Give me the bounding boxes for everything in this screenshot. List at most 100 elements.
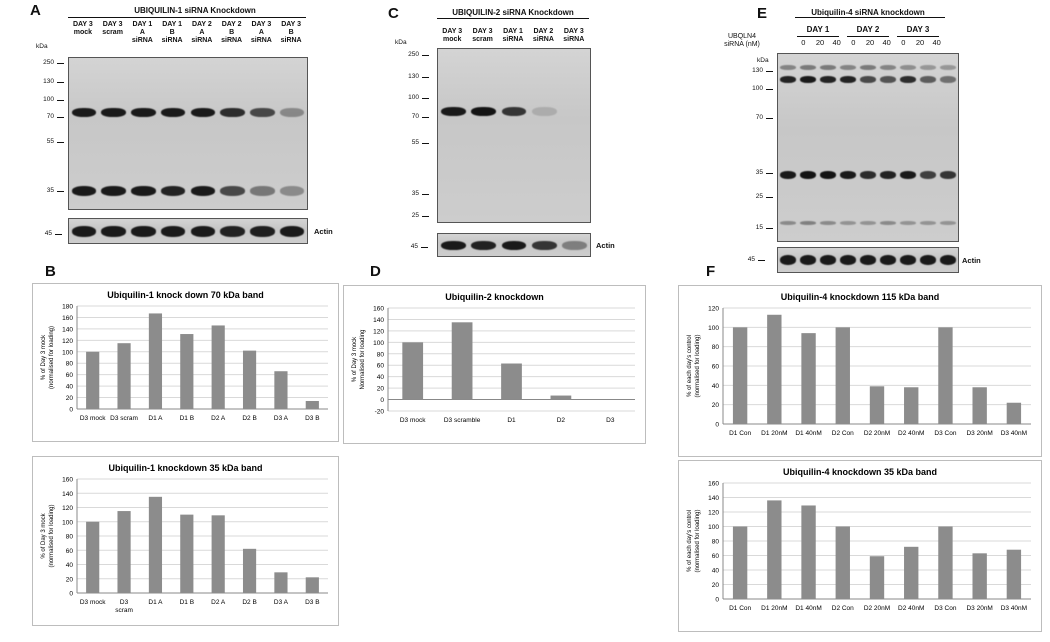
bar bbox=[274, 572, 288, 593]
marker-tick bbox=[422, 117, 429, 118]
lane-label-line: siRNA bbox=[280, 37, 302, 44]
y-tick-label: 140 bbox=[62, 326, 73, 333]
marker-tick bbox=[57, 63, 64, 64]
band bbox=[160, 186, 186, 196]
marker-tick bbox=[422, 77, 429, 78]
band bbox=[859, 76, 877, 83]
marker-tick bbox=[766, 71, 773, 72]
dose-label: 0 bbox=[901, 38, 906, 47]
band bbox=[839, 171, 857, 179]
day-label: DAY 2 bbox=[856, 25, 880, 34]
sirna-label: UBQLN4 siRNA (nM) bbox=[722, 33, 762, 49]
y-tick-label: 180 bbox=[62, 304, 73, 311]
x-tick-label: D1 B bbox=[180, 415, 194, 422]
lane-label-line: siRNA bbox=[502, 36, 524, 43]
x-tick-label: D1 20nM bbox=[761, 605, 787, 612]
bar bbox=[1006, 549, 1022, 599]
y-tick-label: 60 bbox=[377, 363, 385, 370]
marker-label: 70 bbox=[411, 113, 419, 120]
chart-title: Ubiquilin-2 knockdown bbox=[445, 292, 544, 302]
lane-label-line: A bbox=[199, 29, 205, 36]
lane-label-line: mock bbox=[443, 36, 462, 43]
x-tick-label: D3 mock bbox=[400, 417, 426, 424]
marker-tick bbox=[422, 143, 429, 144]
lane-label-line: DAY 2 bbox=[221, 21, 242, 28]
lane-label-line: DAY 3 bbox=[251, 21, 272, 28]
bar bbox=[972, 553, 987, 599]
y-tick-label: 20 bbox=[66, 395, 74, 402]
band bbox=[160, 226, 186, 237]
actin-marker: 45 bbox=[44, 230, 52, 237]
x-tick-label: D2 40nM bbox=[898, 605, 924, 612]
x-tick-label: D3 20nM bbox=[966, 430, 992, 437]
marker-label: 25 bbox=[411, 212, 419, 219]
y-tick-label: 60 bbox=[66, 548, 74, 555]
band bbox=[919, 76, 937, 83]
marker-tick bbox=[55, 234, 62, 235]
y-tick-label: 80 bbox=[712, 344, 720, 351]
actin-label: Actin bbox=[596, 241, 615, 250]
band bbox=[799, 221, 817, 225]
chart-d-ubiquilin2: Ubiquilin-2 knockdown -20 0 20 40 60 80 100 120 1… bbox=[343, 285, 646, 444]
lane-label-line: DAY 1 bbox=[132, 21, 153, 28]
kda-label: kDa bbox=[36, 43, 48, 50]
lane-label-line: DAY 1 bbox=[162, 21, 183, 28]
chart-title: Ubiquilin-4 knockdown 115 kDa band bbox=[781, 292, 940, 302]
western-blot-image bbox=[777, 53, 959, 242]
marker-tick bbox=[57, 100, 64, 101]
band bbox=[939, 221, 957, 225]
marker-tick bbox=[422, 194, 429, 195]
marker-label: 250 bbox=[43, 59, 54, 66]
bar bbox=[869, 556, 885, 599]
day-underline bbox=[847, 36, 889, 37]
band bbox=[819, 255, 837, 265]
band bbox=[899, 65, 917, 70]
bar bbox=[305, 400, 319, 409]
band bbox=[779, 65, 797, 70]
lane-label: DAY 2 siRNA bbox=[528, 28, 558, 44]
marker-tick bbox=[57, 142, 64, 143]
marker-tick bbox=[57, 117, 64, 118]
band bbox=[779, 76, 797, 83]
y-tick-label: 100 bbox=[373, 340, 384, 347]
y-tick-label: -20 bbox=[375, 409, 385, 416]
x-tick-label: D1 B bbox=[180, 599, 194, 606]
band bbox=[71, 108, 97, 117]
lane-label-line: DAY 3 bbox=[72, 21, 93, 28]
band bbox=[819, 221, 837, 225]
panel-letter-e: E bbox=[757, 5, 768, 22]
bar bbox=[180, 334, 194, 409]
y-axis-label: (normalised for loading) bbox=[695, 334, 701, 397]
lane-label-line: siRNA bbox=[131, 37, 153, 44]
bar bbox=[86, 351, 100, 409]
y-tick-label: 40 bbox=[66, 384, 74, 391]
marker-tick bbox=[766, 173, 773, 174]
band bbox=[101, 186, 126, 196]
lane-label: DAY 3 mock bbox=[68, 21, 98, 37]
lane-label-line: DAY 3 bbox=[442, 28, 463, 35]
band bbox=[859, 65, 877, 70]
x-tick-label: D3 bbox=[606, 417, 615, 424]
y-tick-label: 0 bbox=[715, 597, 719, 604]
band bbox=[101, 108, 126, 117]
x-tick-label: D3 mock bbox=[80, 599, 106, 606]
y-tick-label: 0 bbox=[380, 397, 384, 404]
lane-label-line: DAY 3 bbox=[563, 28, 584, 35]
dose-label: 40 bbox=[832, 38, 841, 47]
band bbox=[131, 186, 156, 196]
y-tick-label: 120 bbox=[62, 505, 73, 512]
bar bbox=[148, 496, 163, 593]
x-tick-label: D3 A bbox=[274, 599, 289, 606]
band bbox=[819, 171, 837, 179]
marker-tick bbox=[422, 216, 429, 217]
y-tick-label: 100 bbox=[708, 524, 719, 531]
bar bbox=[767, 314, 782, 424]
y-tick-label: 60 bbox=[712, 364, 720, 371]
band bbox=[440, 107, 466, 116]
marker-tick bbox=[758, 260, 765, 261]
bar bbox=[242, 350, 257, 409]
bar bbox=[211, 325, 225, 409]
marker-label: 130 bbox=[408, 73, 419, 80]
y-tick-label: 0 bbox=[69, 591, 73, 598]
